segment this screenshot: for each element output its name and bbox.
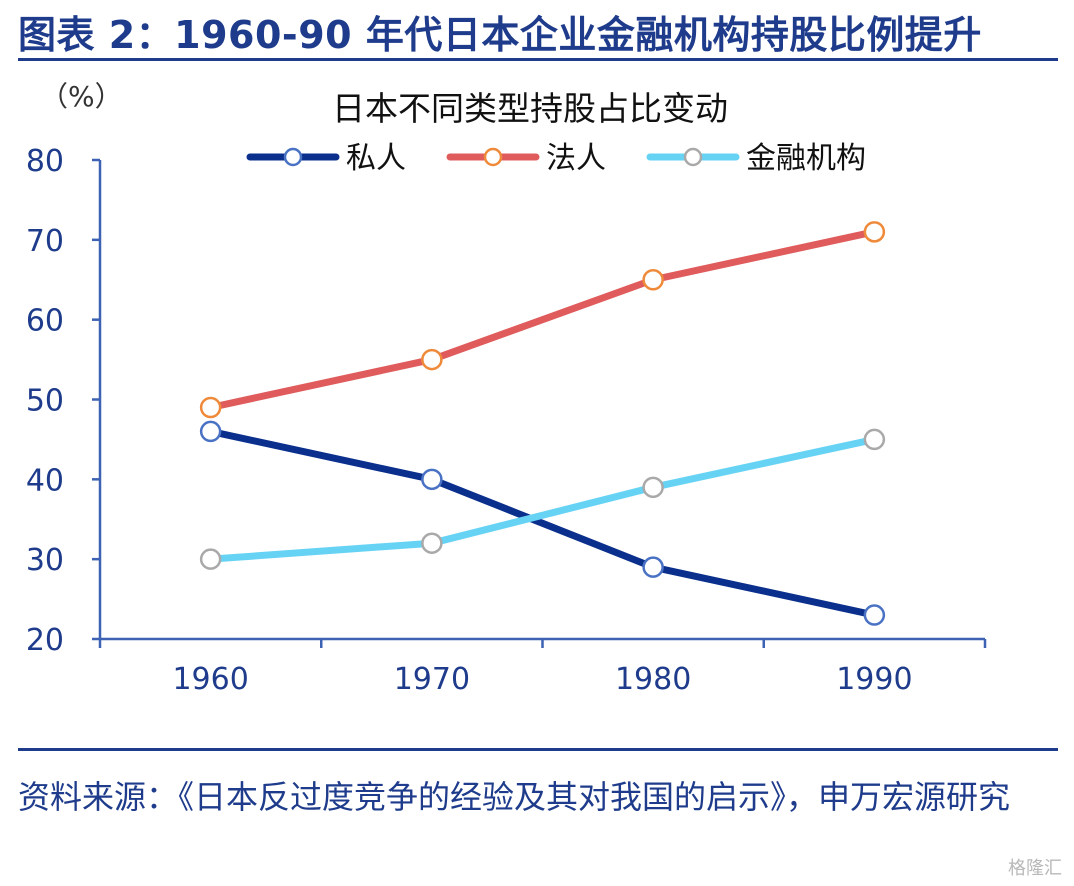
series-point-0-1 (421, 468, 443, 491)
y-tick-label: 40 (26, 463, 64, 498)
series-point-2-0 (199, 548, 222, 570)
title-rule (18, 58, 1058, 61)
y-tick-label: 20 (26, 623, 64, 658)
chart-title: 日本不同类型持股占比变动 (332, 89, 728, 128)
series-point-2-2 (642, 476, 664, 499)
legend: 私人 法人 金融机构 (246, 141, 866, 176)
series-point-0-0 (199, 420, 222, 443)
source-rule (18, 748, 1058, 751)
series-point-1-3 (863, 221, 886, 243)
line-chart: 日本不同类型持股占比变动 （%） 私人 法人 金融机构 80 70 60 50 40 30 20… (26, 80, 987, 697)
series-point-1-2 (642, 269, 664, 291)
y-axis-unit: （%） (40, 80, 123, 113)
series-line-1 (207, 228, 878, 411)
axes: 80 70 60 50 40 30 20 1960 1970 1980 1990 (26, 144, 987, 697)
x-tick-label: 1990 (836, 662, 912, 697)
y-tick-label: 70 (26, 224, 64, 259)
series-line-2 (207, 435, 878, 563)
legend-marker-2 (683, 147, 703, 167)
legend-label-1: 法人 (546, 141, 606, 176)
y-tick-label: 30 (26, 543, 64, 578)
legend-marker-0 (283, 147, 303, 167)
y-tick-label: 80 (26, 144, 64, 179)
series-point-2-1 (421, 532, 443, 554)
series-layer (199, 221, 886, 626)
watermark-logo: 格隆汇 (1008, 858, 1062, 879)
y-tick-label: 50 (26, 384, 64, 419)
series-point-1-1 (421, 348, 443, 371)
series-point-0-2 (642, 556, 664, 578)
x-tick-label: 1960 (172, 662, 248, 697)
legend-label-0: 私人 (346, 141, 406, 176)
series-point-1-0 (199, 396, 222, 419)
series-point-2-3 (863, 428, 886, 451)
x-tick-label: 1980 (615, 662, 691, 697)
source-note: 资料来源：《日本反过度竞争的经验及其对我国的启示》，申万宏源研究 (18, 778, 1011, 816)
y-tick-label: 60 (26, 304, 64, 339)
legend-marker-1 (483, 147, 503, 167)
figure-title: 图表 2：1960-90 年代日本企业金融机构持股比例提升 (18, 13, 982, 57)
legend-label-2: 金融机构 (746, 141, 866, 176)
series-point-0-3 (863, 604, 886, 626)
x-tick-label: 1970 (394, 662, 470, 697)
series-line-0 (207, 427, 878, 619)
